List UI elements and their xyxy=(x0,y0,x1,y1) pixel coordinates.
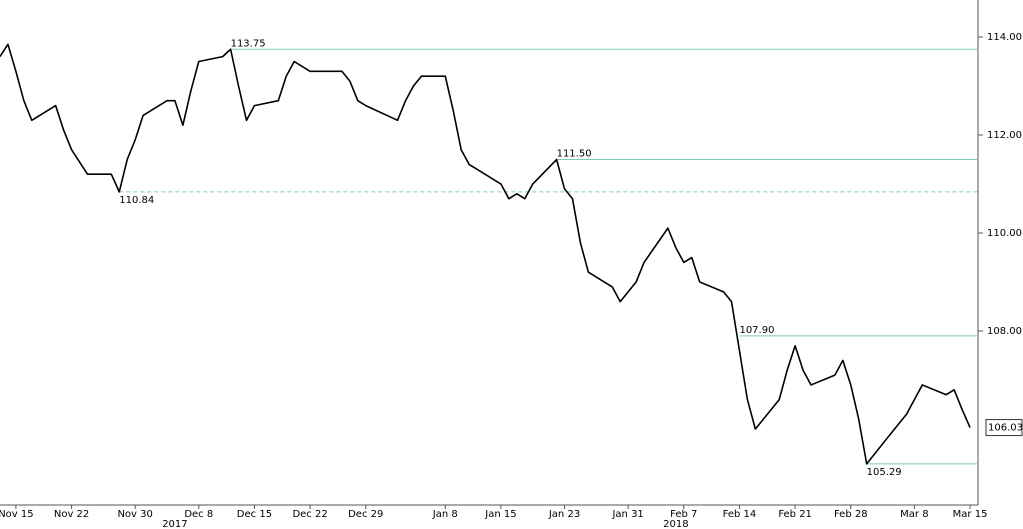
price-line xyxy=(0,43,971,465)
y-tick-label: 108.00 xyxy=(987,326,1022,337)
x-tick-label: Dec 29 xyxy=(348,509,383,520)
level-label: 105.29 xyxy=(867,467,902,478)
y-tick-label: 110.00 xyxy=(987,228,1022,239)
x-tick-label: Jan 15 xyxy=(484,509,516,520)
y-tick-label: 114.00 xyxy=(987,32,1022,43)
x-tick-label: Jan 31 xyxy=(611,509,643,520)
level-label: 111.50 xyxy=(557,149,592,160)
level-label: 110.84 xyxy=(119,195,154,206)
x-tick-label: Dec 22 xyxy=(292,509,327,520)
x-tick-label: Nov 15 xyxy=(0,509,34,520)
x-tick-label: Feb 14 xyxy=(723,509,757,520)
year-label: 2017 xyxy=(162,519,187,529)
x-tick-label: Dec 8 xyxy=(184,509,213,520)
x-tick-label: Nov 30 xyxy=(117,509,152,520)
level-label: 107.90 xyxy=(739,325,774,336)
x-tick-label: Mar 15 xyxy=(953,509,988,520)
x-tick-label: Nov 22 xyxy=(54,509,89,520)
last-value-box xyxy=(985,419,1023,437)
level-label: 113.75 xyxy=(231,38,266,49)
y-tick-label: 112.00 xyxy=(987,130,1022,141)
x-tick-label: Feb 7 xyxy=(670,509,697,520)
x-tick-label: Feb 28 xyxy=(834,509,868,520)
x-tick-label: Jan 8 xyxy=(432,509,458,520)
x-tick-label: Mar 8 xyxy=(900,509,928,520)
year-label: 2018 xyxy=(663,519,688,529)
last-value-label: 106.03 xyxy=(988,423,1023,434)
x-tick-label: Dec 15 xyxy=(237,509,272,520)
x-tick-label: Jan 23 xyxy=(548,509,580,520)
x-tick-label: Feb 21 xyxy=(778,509,812,520)
